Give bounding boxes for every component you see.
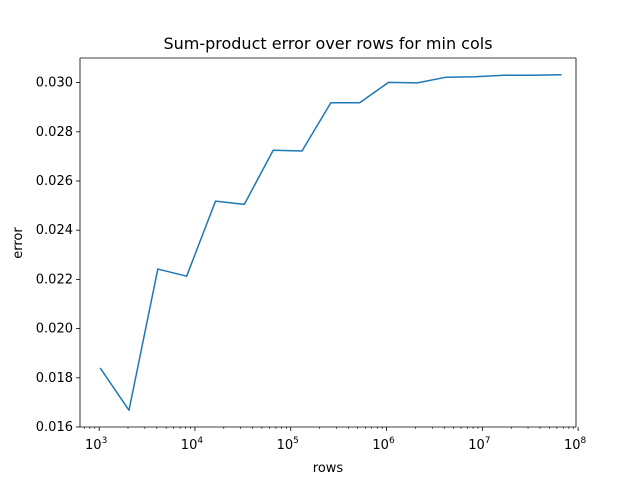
x-axis-label: rows (313, 461, 344, 476)
y-tick-label: 0.030 (36, 76, 73, 91)
x-tick-exponent: 5 (293, 436, 299, 446)
y-tick-label: 0.016 (36, 420, 73, 435)
series-line-0 (99, 73, 562, 412)
y-tick-label: 0.020 (36, 322, 73, 337)
y-tick-label: 0.018 (36, 371, 73, 386)
x-tick-exponent: 4 (197, 436, 203, 446)
x-tick-exponent: 6 (389, 436, 395, 446)
x-tick-exponent: 8 (581, 436, 587, 446)
y-tick-label: 0.024 (36, 223, 73, 238)
x-tick-exponent: 3 (102, 436, 108, 446)
y-tick-label: 0.026 (36, 174, 73, 189)
y-tick-label: 0.022 (36, 272, 73, 287)
y-tick-label: 0.028 (36, 125, 73, 140)
x-tick-exponent: 7 (485, 436, 491, 446)
y-axis-label: error (11, 227, 26, 259)
chart-title: Sum-product error over rows for min cols (163, 34, 492, 53)
